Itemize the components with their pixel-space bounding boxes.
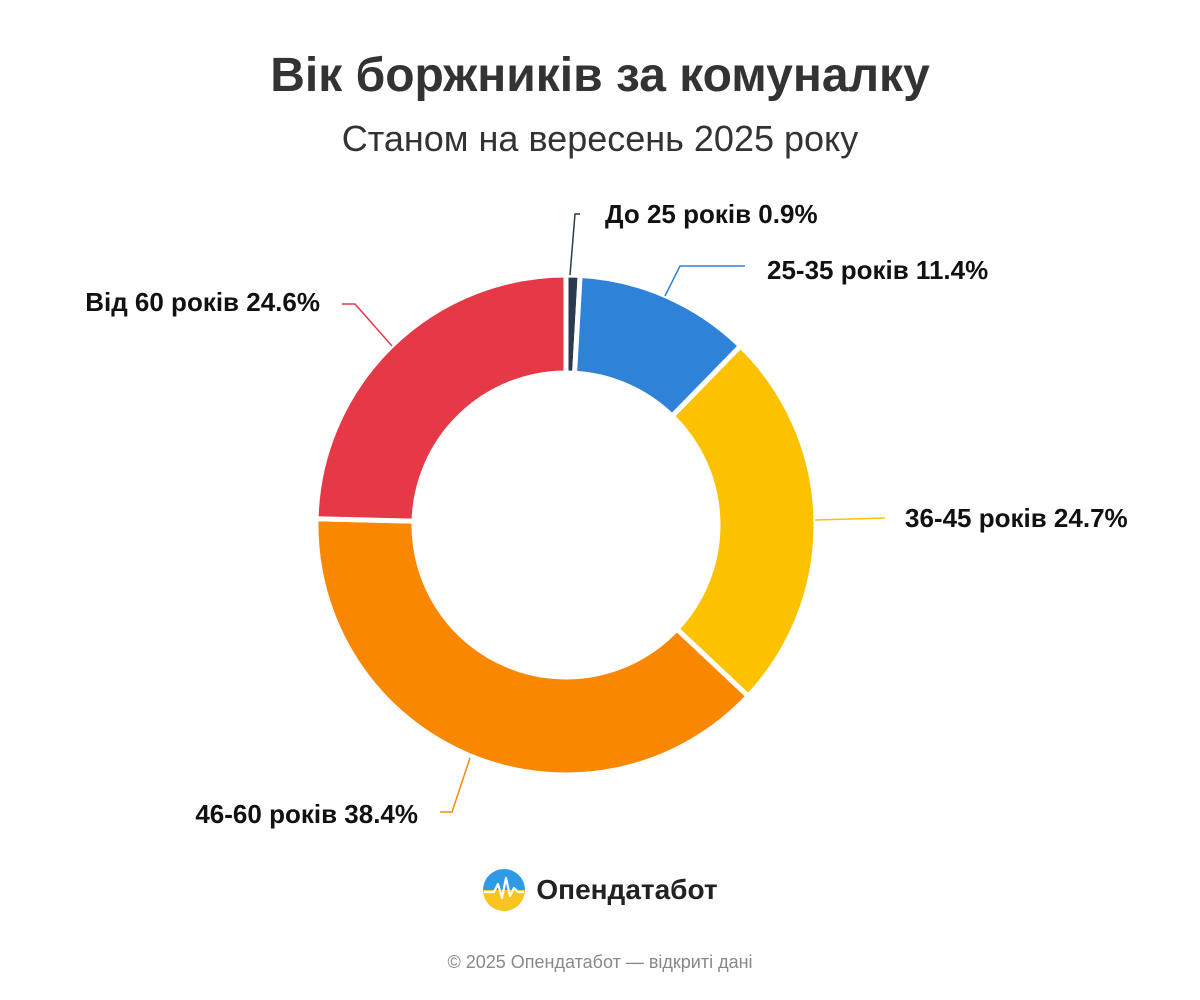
leader-line-3 [814,517,886,521]
leader-line-1 [569,213,580,276]
leader-line-5 [342,303,393,347]
slice-label-4: 46-60 років 38.4% [195,799,418,829]
brand-name: Опендатабот [536,874,718,905]
opendatabot-logo-icon [483,869,526,911]
chart-title: Вік боржників за комуналку [270,49,930,102]
slice-label-2: 25-35 років 11.4% [767,255,988,285]
slice-label-5: Від 60 років 24.6% [85,287,320,317]
donut-slice-4 [313,516,751,778]
slice-label-3: 36-45 років 24.7% [905,503,1128,533]
footer-copyright: © 2025 Опендатабот — відкриті дані [447,952,753,972]
donut-slice-5 [313,272,569,524]
leader-line-2 [664,265,745,297]
leader-line-4 [440,757,471,813]
slice-label-1: До 25 років 0.9% [605,199,818,229]
chart-subtitle: Станом на вересень 2025 року [341,118,859,159]
donut-slice-3 [669,343,819,699]
brand-logo: Опендатабот [0,868,1200,912]
